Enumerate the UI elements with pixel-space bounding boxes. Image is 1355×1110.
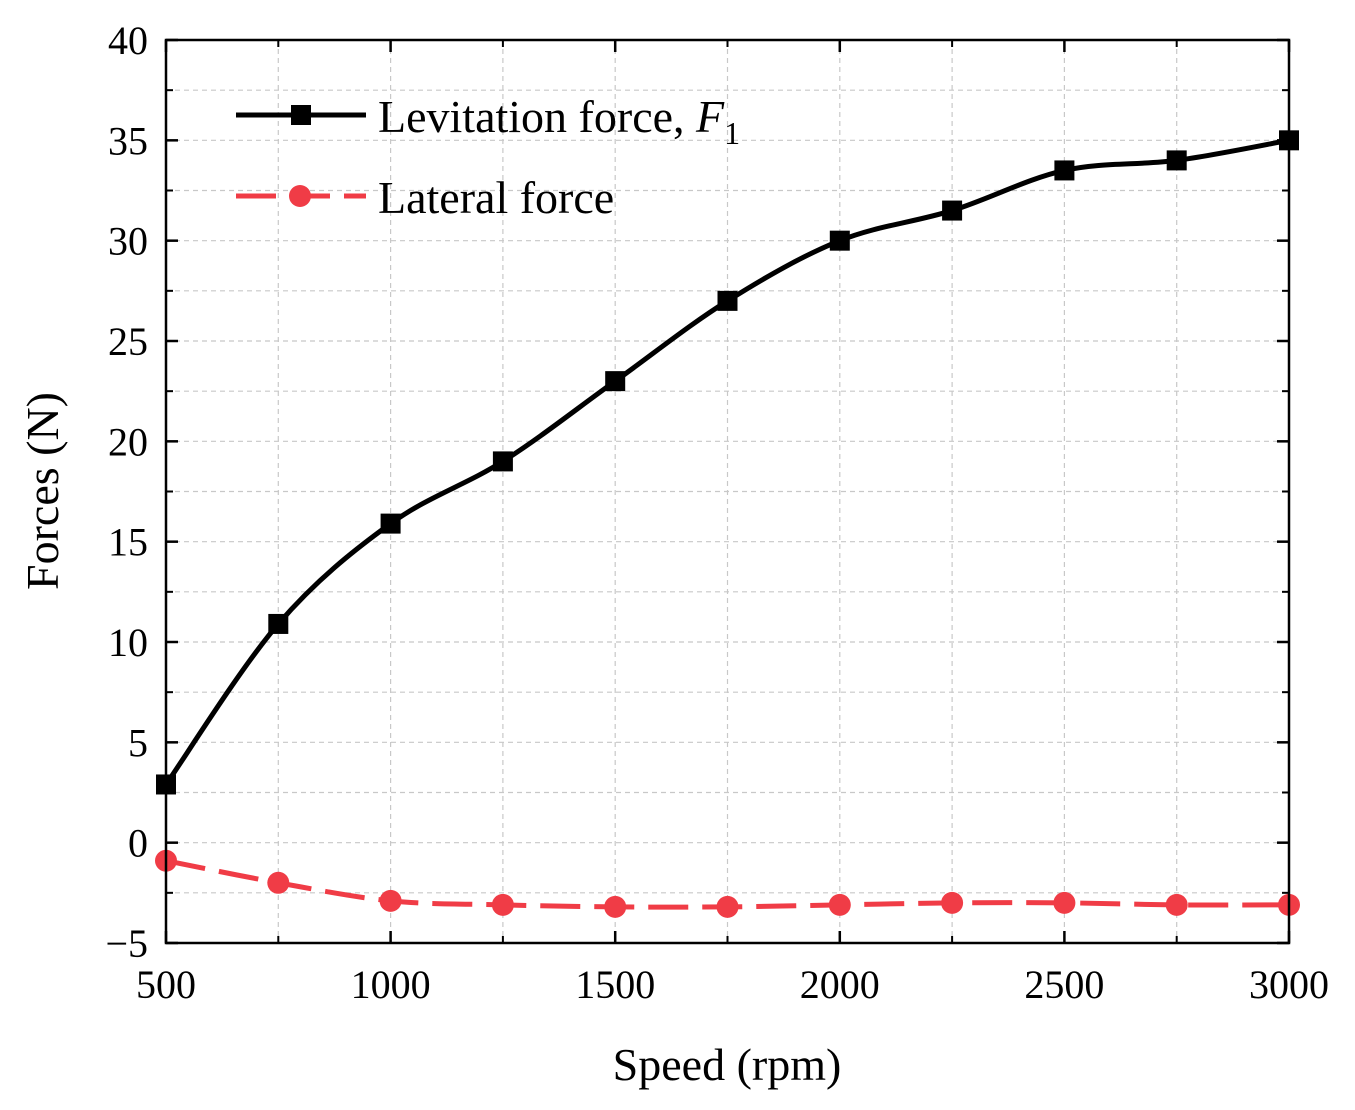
- data-point-lateral: [1165, 893, 1188, 916]
- data-point-lateral: [491, 893, 514, 916]
- data-point-levitation: [380, 513, 401, 534]
- data-point-lateral: [716, 895, 739, 918]
- data-point-lateral: [828, 893, 851, 916]
- y-tick-label: 5: [128, 720, 148, 765]
- legend-label-levitation-italic: F: [695, 91, 725, 142]
- data-point-levitation: [1054, 160, 1075, 181]
- x-tick-label: 2500: [1024, 962, 1104, 1007]
- y-tick-label: 10: [108, 620, 148, 665]
- data-point-levitation: [942, 200, 963, 221]
- x-tick-label: 2000: [800, 962, 880, 1007]
- y-tick-labels: −5 0 5 10 15 20 25 30 35 40: [105, 18, 148, 966]
- y-tick-label: 15: [108, 520, 148, 565]
- data-point-levitation: [1166, 150, 1187, 171]
- data-point-levitation: [268, 613, 289, 634]
- grid-lines: [166, 40, 1289, 943]
- data-point-levitation: [605, 371, 626, 392]
- axis-ticks: [164, 38, 1291, 945]
- y-tick-label: 40: [108, 18, 148, 63]
- series-markers: [155, 130, 1300, 918]
- legend: Levitation force, F1 Lateral force: [236, 91, 740, 223]
- x-tick-label: 500: [136, 962, 196, 1007]
- legend-entry-lateral-force: Lateral force: [236, 172, 614, 223]
- y-tick-label: 25: [108, 319, 148, 364]
- x-tick-label: 1000: [351, 962, 431, 1007]
- data-point-lateral: [941, 891, 964, 914]
- y-tick-label: 30: [108, 219, 148, 264]
- data-point-lateral: [604, 895, 627, 918]
- data-point-lateral: [379, 889, 402, 912]
- data-point-lateral: [1053, 891, 1076, 914]
- data-point-levitation: [829, 230, 850, 251]
- x-tick-labels: 500 1000 1500 2000 2500 3000: [136, 962, 1329, 1007]
- legend-entry-levitation-force: Levitation force, F1: [236, 91, 740, 151]
- y-tick-label: 20: [108, 419, 148, 464]
- x-axis-title: Speed (rpm): [613, 1039, 842, 1090]
- legend-label-levitation-force: Levitation force, F1: [378, 91, 740, 151]
- y-tick-label: 35: [108, 118, 148, 163]
- y-axis-title: Forces (N): [17, 392, 68, 590]
- legend-label-lateral-force: Lateral force: [378, 172, 614, 223]
- data-point-levitation: [717, 290, 738, 311]
- y-tick-label: −5: [105, 921, 148, 966]
- series-line-levitation-force: [163, 137, 1290, 786]
- y-tick-label: 0: [128, 821, 148, 866]
- data-point-levitation: [492, 451, 513, 472]
- x-tick-label: 1500: [575, 962, 655, 1007]
- data-point-lateral: [267, 871, 290, 894]
- legend-marker-circle: [289, 185, 311, 207]
- legend-marker-square: [291, 105, 311, 125]
- legend-label-levitation-text: Levitation force,: [378, 91, 696, 142]
- x-tick-label: 3000: [1249, 962, 1329, 1007]
- legend-label-levitation-subscript: 1: [724, 115, 740, 151]
